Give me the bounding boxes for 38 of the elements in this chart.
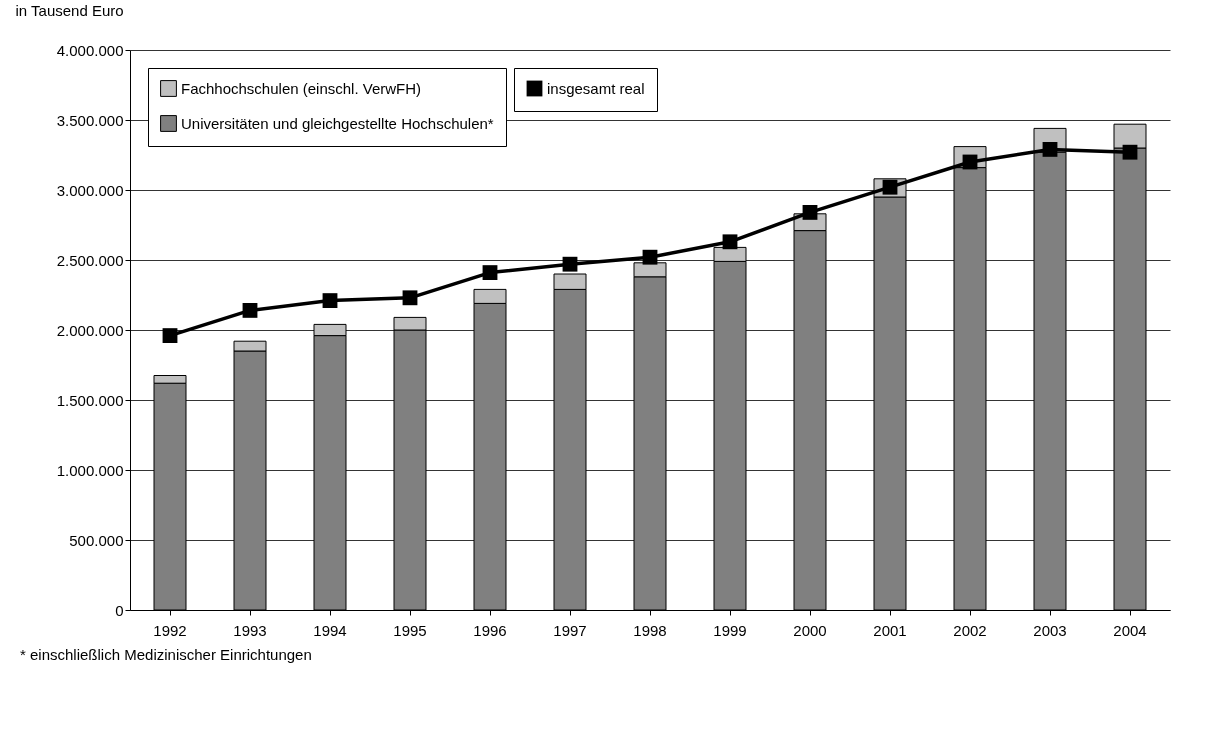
y-tick-label: 500.000 (69, 531, 124, 549)
x-tick-label: 1998 (633, 621, 667, 639)
y-tick-label: 0 (115, 601, 124, 619)
y-axis-title: in Tausend Euro (15, 1, 124, 19)
y-tick-label: 1.000.000 (56, 461, 124, 479)
x-tick-label: 2000 (793, 621, 827, 639)
point (322, 293, 338, 309)
y-tick-label: 3.000.000 (56, 181, 124, 199)
x-tick-label: 1999 (713, 621, 747, 639)
x-tick-label: 1996 (473, 621, 507, 639)
point (802, 204, 818, 220)
point (402, 290, 418, 306)
y-tick-label: 2.500.000 (56, 251, 124, 269)
point (162, 328, 178, 344)
x-tick-label: 1992 (153, 621, 187, 639)
x-tick-label: 1997 (553, 621, 587, 639)
x-tick-label: 2003 (1033, 621, 1067, 639)
point (482, 265, 498, 281)
x-tick-label: 1995 (393, 621, 427, 639)
y-tick-label: 3.500.000 (56, 111, 124, 129)
legend-label: insgesamt real (547, 79, 645, 97)
legend-label: Fachhochschulen (einschl. VerwFH) (181, 79, 422, 97)
text: * einschließlich Medizinischer Einrichtungen (20, 646, 312, 663)
y-tick-label: 4.000.000 (56, 41, 124, 59)
x-tick-label: 2004 (1113, 621, 1147, 639)
point (242, 302, 258, 318)
y-tick-label: 2.000.000 (56, 321, 124, 339)
y-tick-label: 1.500.000 (56, 391, 124, 409)
x-tick-label: 2001 (873, 621, 907, 639)
point (642, 249, 658, 265)
x-tick-label: 2002 (953, 621, 987, 639)
point (562, 256, 578, 272)
point (1122, 144, 1138, 160)
legend-label: Universitäten und gleichgestellte Hochschulen* (181, 114, 494, 132)
x-tick-label: 1993 (233, 621, 267, 639)
point (722, 234, 738, 250)
x-tick-label: 1994 (313, 621, 347, 639)
point (1042, 141, 1058, 157)
